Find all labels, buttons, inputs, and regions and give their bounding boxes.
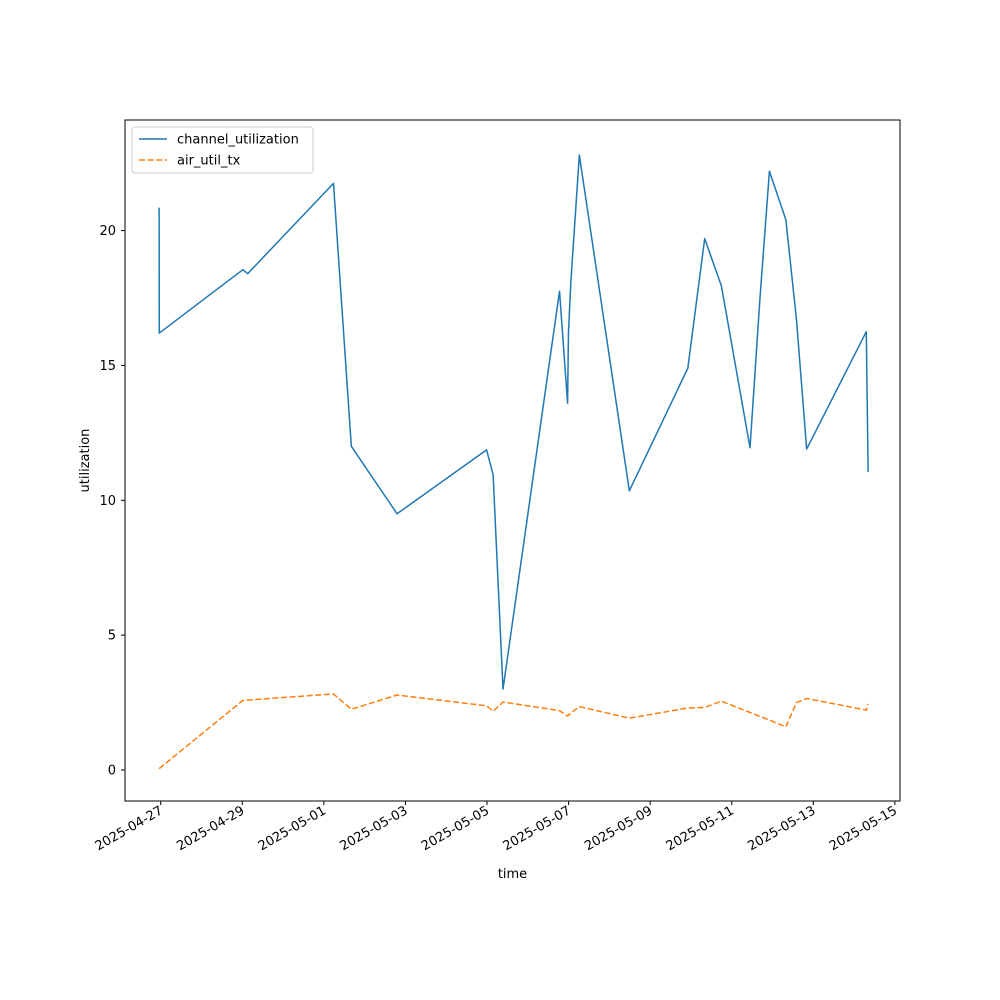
series-layer (158, 154, 869, 770)
series-line-air-util-tx (158, 693, 869, 770)
y-tick-label: 10 (99, 494, 116, 509)
legend-label-air-util-tx: air_util_tx (177, 154, 241, 169)
y-tick-label: 5 (108, 629, 116, 644)
y-axis-label: utilization (78, 429, 93, 493)
y-tick-label: 0 (108, 763, 116, 778)
y-tick-label: 15 (99, 359, 116, 374)
legend-box (131, 126, 314, 174)
series-line-channel-utilization (158, 154, 869, 690)
y-tick-label: 20 (99, 224, 116, 239)
legend: channel_utilization air_util_tx (131, 126, 314, 174)
x-axis-label: time (498, 867, 527, 882)
legend-label-channel-utilization: channel_utilization (177, 133, 299, 148)
axes-frame (124, 119, 901, 802)
y-axis: 0 5 10 15 20 (99, 224, 125, 778)
